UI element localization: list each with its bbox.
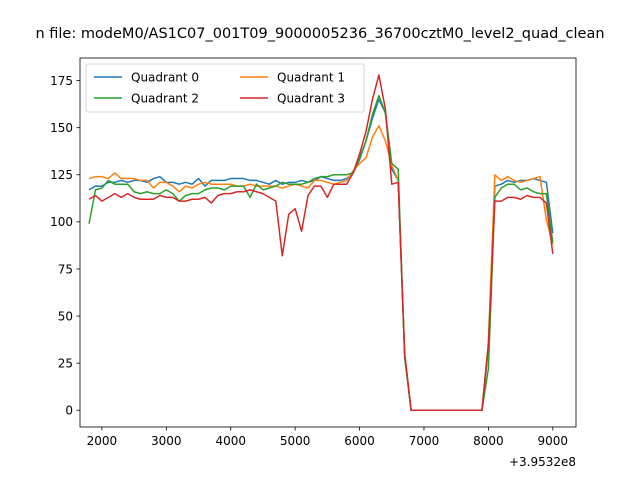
x-axis: 2000 3000 4000 5000 6000 7000 8000 9000 [87, 427, 568, 448]
x-tick-label: 7000 [409, 434, 440, 448]
axes-frame [79, 57, 577, 428]
y-axis: 0 25 50 75 100 125 150 175 [50, 74, 80, 418]
legend-label-3: Quadrant 3 [277, 92, 345, 106]
y-tick-label: 175 [50, 74, 73, 88]
x-tick-label: 4000 [215, 434, 246, 448]
x-tick-label: 2000 [87, 434, 118, 448]
legend-box [85, 63, 365, 113]
legend-label-1: Quadrant 1 [277, 71, 345, 85]
chart-title: n file: modeM0/AS1C07_001T09_9000005236_… [35, 26, 604, 42]
x-tick-label: 6000 [344, 434, 375, 448]
legend-label-2: Quadrant 2 [131, 92, 199, 106]
axes-background [80, 58, 576, 427]
series-line-3 [88, 74, 554, 411]
x-offset-label: +3.9532e8 [509, 455, 576, 469]
x-tick-label: 5000 [280, 434, 311, 448]
legend-label-0: Quadrant 0 [131, 71, 199, 85]
x-tick-label: 8000 [473, 434, 504, 448]
series-lines [88, 74, 554, 411]
plot-area: 2000 3000 4000 5000 6000 7000 8000 9000 0 25 50 75… [50, 57, 577, 469]
x-tick-label: 3000 [151, 434, 182, 448]
y-tick-label: 100 [50, 215, 73, 229]
y-tick-label: 0 [65, 404, 73, 418]
legend: Quadrant 0 Quadrant 1 Quadrant 2 Quadrant 3 [85, 63, 365, 113]
y-tick-label: 25 [58, 356, 73, 370]
y-tick-label: 75 [58, 262, 73, 276]
y-tick-label: 150 [50, 121, 73, 135]
y-tick-label: 50 [58, 309, 73, 323]
y-tick-label: 125 [50, 168, 73, 182]
x-tick-label: 9000 [538, 434, 569, 448]
